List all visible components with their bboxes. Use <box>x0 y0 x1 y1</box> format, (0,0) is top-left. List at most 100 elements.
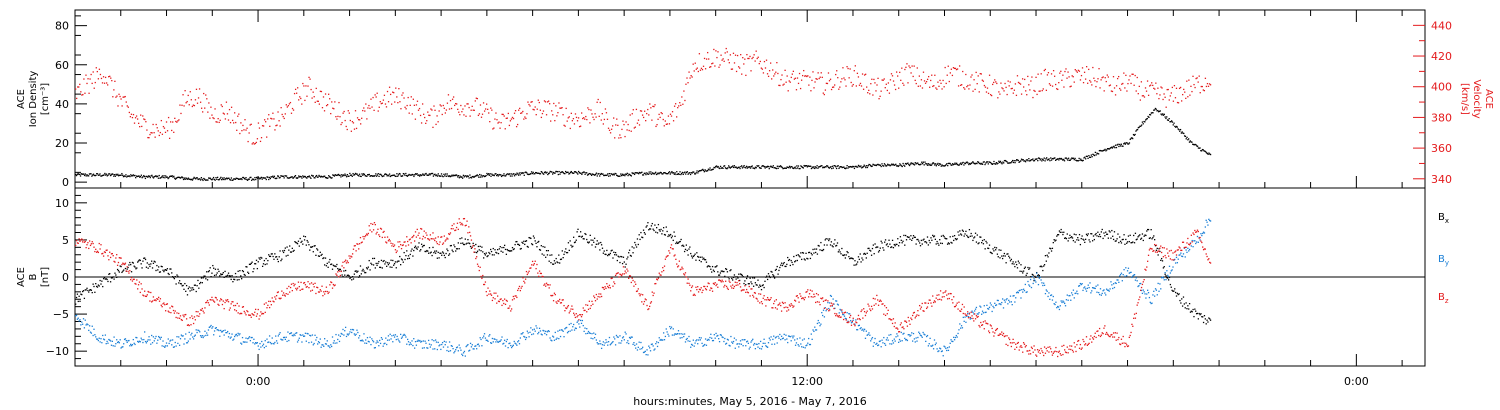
density-point <box>535 172 538 174</box>
b-bx-point <box>450 244 452 247</box>
velocity-point <box>969 84 971 86</box>
velocity-point <box>885 83 887 85</box>
b-by-point <box>344 326 347 329</box>
velocity-point <box>97 78 100 80</box>
velocity-point <box>869 93 871 95</box>
density-point <box>718 167 720 169</box>
density-point <box>948 162 950 165</box>
velocity-point <box>757 56 759 58</box>
density-point <box>281 175 284 177</box>
b-by-point <box>88 329 90 332</box>
velocity-point <box>960 84 962 86</box>
b-bx-point <box>587 242 590 244</box>
density-point <box>204 179 207 181</box>
velocity-point <box>1181 100 1183 102</box>
velocity-point <box>88 92 90 94</box>
b-by-point <box>360 339 362 342</box>
density-point <box>178 176 180 178</box>
b-bx-point <box>397 260 399 262</box>
b-bx-point <box>76 293 79 295</box>
velocity-point <box>316 100 318 102</box>
density-point <box>736 167 739 169</box>
velocity-point <box>839 86 841 88</box>
b-by-point <box>183 343 185 345</box>
density-point <box>179 177 181 179</box>
b-bx-point <box>276 258 279 260</box>
velocity-point <box>964 88 966 90</box>
density-point <box>810 167 813 170</box>
b-by-point <box>168 342 170 345</box>
b-bx-point <box>95 282 97 285</box>
b-by-point <box>597 343 599 345</box>
density-point <box>564 173 566 175</box>
velocity-point <box>595 116 597 118</box>
b-by-point <box>851 321 854 323</box>
velocity-point <box>206 98 208 100</box>
velocity-point <box>395 87 397 89</box>
density-point <box>444 173 447 175</box>
density-point <box>547 173 549 176</box>
density-tick-label: 40 <box>55 98 69 111</box>
density-point <box>677 173 680 175</box>
b-by-point <box>846 312 848 314</box>
b-by-point <box>187 340 190 342</box>
b-by-point <box>675 333 677 335</box>
density-point <box>864 165 866 167</box>
b-by-point <box>547 330 549 332</box>
density-point <box>398 172 400 175</box>
velocity-point <box>747 57 749 60</box>
b-bx-point <box>758 286 760 288</box>
velocity-point <box>1009 81 1011 83</box>
b-bx-point <box>96 286 99 288</box>
density-point <box>782 167 784 170</box>
velocity-point <box>796 77 799 79</box>
density-point <box>486 172 488 175</box>
density-point <box>152 177 155 179</box>
b-bx-point <box>369 269 371 271</box>
density-point <box>1165 117 1167 120</box>
b-by-point <box>945 347 947 350</box>
b-by-point <box>143 338 145 341</box>
b-bx-point <box>405 254 407 257</box>
velocity-point <box>1125 74 1127 77</box>
b-bx-point <box>910 235 912 237</box>
velocity-point <box>811 79 813 82</box>
velocity-point <box>1065 68 1067 70</box>
b-bx-point <box>762 284 764 286</box>
density-point <box>1157 109 1159 112</box>
b-bx-point <box>904 234 907 237</box>
b-by-point <box>298 337 300 339</box>
b-bx-point <box>348 275 350 277</box>
b-by-point <box>616 336 618 338</box>
density-point <box>540 170 542 173</box>
density-point <box>970 162 972 165</box>
b-by-point <box>538 327 541 329</box>
b-bx-point <box>1116 238 1118 240</box>
b-bx-point <box>892 247 895 249</box>
b-by-point <box>821 314 824 317</box>
b-by-point <box>103 339 106 341</box>
b-by-point <box>614 338 616 340</box>
b-by-point <box>676 333 678 335</box>
density-point <box>144 177 147 180</box>
b-by-point <box>704 338 707 340</box>
b-bx-point <box>908 236 910 238</box>
density-point <box>1054 157 1056 159</box>
b-bx-point <box>448 254 450 256</box>
b-bx-point <box>928 239 930 242</box>
b-bx-point <box>1126 241 1129 243</box>
velocity-point <box>912 75 914 78</box>
velocity-point <box>742 57 744 59</box>
b-by-point <box>407 341 410 343</box>
density-point <box>1192 143 1194 145</box>
b-bx-point <box>388 262 390 264</box>
density-point <box>691 172 693 174</box>
b-bx-point <box>826 244 828 246</box>
b-by-point <box>750 341 752 343</box>
b-by-point <box>969 318 971 320</box>
b-by-point <box>276 342 279 344</box>
b-bx-point <box>214 268 217 270</box>
b-bx-point <box>609 252 611 255</box>
b-by-point <box>492 341 494 343</box>
density-point <box>1033 160 1035 162</box>
